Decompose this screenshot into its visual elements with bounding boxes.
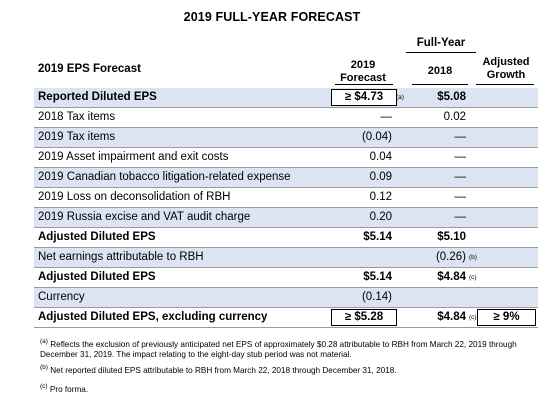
table-row-reported-diluted-eps: Reported Diluted EPS ≥ $4.73 (a) $5.08 — [34, 88, 538, 108]
value-2018: (0.26) — [435, 251, 466, 263]
row-label: 2019 Loss on deconsolidation of RBH — [38, 191, 231, 203]
footnote-b-text: Net reported diluted EPS attributable to… — [50, 366, 397, 375]
table-row: 2019 Loss on deconsolidation of RBH 0.12… — [34, 188, 538, 208]
footnote-c-text: Pro forma. — [49, 385, 89, 394]
footnote-a-text: Reflects the exclusion of previously ant… — [40, 340, 517, 359]
footnote-marker-c: (c) — [469, 314, 477, 321]
value-2018: — — [454, 171, 467, 183]
row-label: 2018 Tax items — [38, 111, 116, 123]
value-2018: — — [454, 151, 467, 163]
eps-table: Reported Diluted EPS ≥ $4.73 (a) $5.08 2… — [34, 88, 538, 328]
row-label: 2019 Canadian tobacco litigation-related… — [38, 171, 291, 183]
value-2019-forecast: — — [380, 111, 393, 123]
page-title: 2019 FULL-YEAR FORECAST — [183, 10, 361, 24]
value-2018: $5.10 — [437, 231, 466, 243]
header-rule-growth — [476, 84, 534, 85]
footnote-a: (a) Reflects the exclusion of previously… — [40, 338, 535, 360]
value-adjusted-growth: ≥ 9% — [477, 309, 536, 326]
table-row: 2019 Asset impairment and exit costs 0.0… — [34, 148, 538, 168]
table-row-adjusted-diluted-eps: Adjusted Diluted EPS $5.14 $5.10 — [34, 228, 538, 248]
footnote-b-marker: (b) — [40, 364, 48, 371]
value-2018: — — [454, 191, 467, 203]
value-2019-forecast: ≥ $5.28 — [331, 309, 397, 326]
row-label: Adjusted Diluted EPS — [38, 231, 156, 243]
footnote-marker-b: (b) — [469, 254, 477, 261]
value-2018: $5.08 — [437, 91, 466, 103]
row-label: 2019 Russia excise and VAT audit charge — [38, 211, 251, 223]
footnote-marker-a: (a) — [396, 94, 404, 101]
table-row-adjusted-diluted-eps-pro-forma: Adjusted Diluted EPS $5.14 $4.84 (c) — [34, 268, 538, 288]
value-2018: 0.02 — [443, 111, 466, 123]
column-header-2019-forecast-year: 2019 — [350, 59, 376, 71]
value-2018: $4.84 — [437, 311, 466, 323]
footnote-b: (b) Net reported diluted EPS attributabl… — [40, 364, 535, 376]
value-2018: $4.84 — [437, 271, 466, 283]
value-2019-forecast: 0.20 — [369, 211, 392, 223]
table-row: 2019 Tax items (0.04) — — [34, 128, 538, 148]
full-year-rule — [406, 52, 476, 53]
table-row: Net earnings attributable to RBH (0.26) … — [34, 248, 538, 268]
table-row: 2019 Russia excise and VAT audit charge … — [34, 208, 538, 228]
row-label: Reported Diluted EPS — [38, 91, 157, 103]
value-2019-forecast: $5.14 — [363, 231, 392, 243]
row-label: 2019 Tax items — [38, 131, 116, 143]
full-year-group-header: Full-Year — [416, 37, 466, 49]
table-row-adjusted-diluted-eps-ex-currency: Adjusted Diluted EPS, excluding currency… — [34, 308, 538, 328]
column-header-adjusted-label: Adjusted — [482, 56, 530, 68]
value-2019-forecast: 0.09 — [369, 171, 392, 183]
footnote-c: (c) Pro forma. — [40, 383, 535, 395]
column-header-growth-label: Growth — [486, 69, 526, 81]
value-2019-forecast: 0.12 — [369, 191, 392, 203]
header-rule-2018 — [412, 84, 468, 85]
row-label: Adjusted Diluted EPS — [38, 271, 156, 283]
value-2019-forecast: $5.14 — [363, 271, 392, 283]
column-header-adjusted-growth: Adjusted Growth — [476, 56, 536, 82]
header-rule-2019 — [335, 84, 393, 85]
row-label: Currency — [38, 291, 85, 303]
table-row: 2018 Tax items — 0.02 — [34, 108, 538, 128]
column-header-2019-forecast-label: Forecast — [340, 72, 386, 84]
value-2019-forecast: 0.04 — [369, 151, 392, 163]
eps-forecast-header: 2019 EPS Forecast — [38, 63, 141, 75]
footnote-a-marker: (a) — [40, 338, 48, 345]
footnote-c-marker: (c) — [40, 383, 48, 390]
column-header-2018: 2018 — [427, 65, 453, 77]
footnote-marker-c: (c) — [469, 274, 477, 281]
column-header-2019-forecast: 2019 Forecast — [333, 59, 393, 85]
value-2019-forecast: (0.04) — [361, 131, 392, 143]
row-label: Adjusted Diluted EPS, excluding currency — [38, 311, 268, 323]
row-label: 2019 Asset impairment and exit costs — [38, 151, 229, 163]
table-row: 2019 Canadian tobacco litigation-related… — [34, 168, 538, 188]
value-2018: — — [454, 131, 467, 143]
value-2018: — — [454, 211, 467, 223]
value-2019-forecast: (0.14) — [361, 291, 392, 303]
row-label: Net earnings attributable to RBH — [38, 251, 204, 263]
value-2019-forecast: ≥ $4.73 — [331, 89, 397, 106]
table-row: Currency (0.14) — [34, 288, 538, 308]
